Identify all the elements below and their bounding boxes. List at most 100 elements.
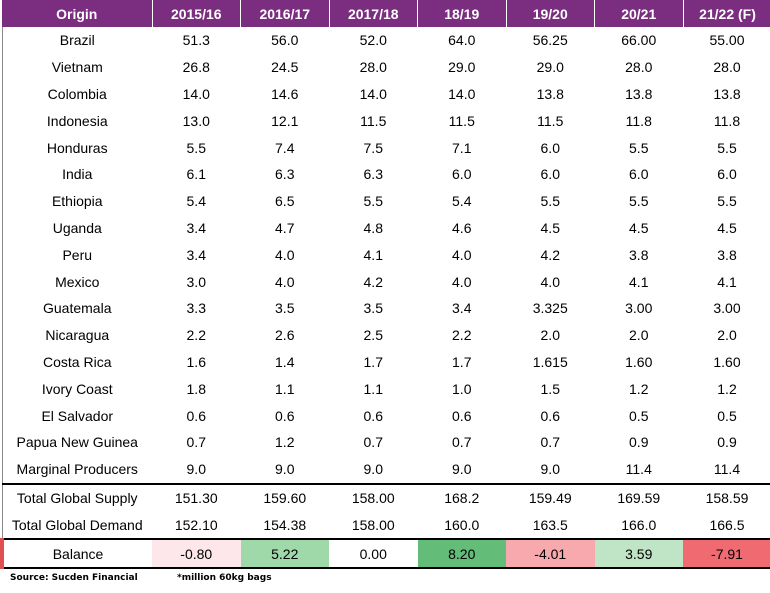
table-row: Uganda 3.4 4.7 4.8 4.6 4.5 4.5 4.5 [1,214,770,242]
production-value: 7.5 [363,139,383,156]
production-value: 5.5 [629,193,649,210]
production-value: 55.00 [683,27,770,54]
origin-name: Uganda [1,214,152,242]
table-row: India 6.1 6.3 6.3 6.0 6.0 6.0 6.0 [1,160,770,188]
production-value: 14.0 [359,85,387,102]
production-value: 1.7 [363,353,383,370]
total-value: 158.59 [683,482,770,512]
table-row: Brazil 51.3 56.0 52.0 64.0 56.25 66.00 55.00 [1,27,770,54]
production-value: 1.6 [186,353,206,370]
production-value: 52.0 [359,32,387,49]
production-value: 3.00 [683,294,770,322]
table-row: El Salvador 0.6 0.6 0.6 0.6 0.6 0.5 0.5 [1,402,770,429]
balance-value: 8.20 [417,538,506,570]
production-value: 11.8 [683,107,770,135]
total-value: 151.30 [152,482,241,512]
production-value: 56.25 [532,32,568,49]
production-value: 1.2 [629,380,649,397]
origin-name: Honduras [1,134,152,161]
production-value: 3.3 [186,300,206,317]
balance-value: 5.22 [240,538,329,570]
source-note: Source: Sucden Financial [10,573,138,583]
origin-name: Colombia [1,80,152,108]
production-value: 2.5 [363,327,383,344]
origin-name: Marginal Producers [1,455,152,484]
production-value: 1.5 [540,380,560,397]
balance-value: -0.80 [152,538,241,570]
balance-value: 3.59 [594,538,683,570]
production-value: 0.6 [452,407,472,424]
production-value: 2.0 [540,327,560,344]
production-value: 66.00 [621,32,657,49]
coffee-production-table: Origin 2015/16 2016/17 2017/18 18/19 19/20 20/… [0,0,770,570]
production-value: 1.1 [275,380,295,397]
table-header: Origin 2015/16 2016/17 2017/18 18/19 19/20 20/… [2,0,770,27]
column-header-year: 2015/16 [152,0,241,27]
production-value: 7.1 [452,139,472,156]
production-value: 5.5 [683,134,770,161]
production-value: 6.0 [629,166,649,183]
production-value: 4.0 [452,273,472,290]
production-value: 2.0 [629,327,649,344]
production-value: 0.6 [186,407,206,424]
production-value: 5.5 [540,193,560,210]
production-value: 4.0 [452,246,472,263]
production-value: 1.0 [452,380,472,397]
origin-name: Guatemala [1,294,152,322]
production-value: 28.0 [683,53,770,81]
production-value: 0.7 [540,434,560,451]
total-value: 152.10 [174,516,218,533]
production-value: 0.6 [540,407,560,424]
production-value: 1.60 [683,348,770,376]
balance-label: Balance [0,538,152,570]
production-value: 6.0 [540,139,560,156]
production-value: 4.0 [275,273,295,290]
total-row: Total Global Supply 151.30 159.60 158.00 168… [1,482,770,512]
production-value: 28.0 [625,59,653,76]
production-value: 4.5 [629,219,649,236]
production-value: 0.5 [629,407,649,424]
total-value: 163.5 [532,516,568,533]
total-row: Total Global Demand 152.10 154.38 158.00 160… [1,511,770,540]
origin-name: India [1,160,152,188]
production-value: 9.0 [452,461,472,478]
total-label: Total Global Demand [1,511,152,540]
origin-name: Peru [1,241,152,269]
production-value: 13.8 [625,85,653,102]
production-value: 11.5 [448,112,475,129]
balance-value: 0.00 [329,538,418,570]
production-value: 3.8 [683,241,770,269]
column-header-year: 21/22 (F) [683,0,770,27]
column-header-year: 2016/17 [240,0,330,27]
total-value: 159.49 [506,482,595,512]
table-row: Costa Rica 1.6 1.4 1.7 1.7 1.615 1.60 1.60 [1,348,770,376]
production-value: 5.5 [629,139,649,156]
production-value: 9.0 [363,461,383,478]
production-value: 0.6 [363,407,383,424]
production-value: 6.3 [275,166,295,183]
table-row: Nicaragua 2.2 2.6 2.5 2.2 2.0 2.0 2.0 [1,321,770,349]
production-value: 1.8 [186,380,206,397]
origin-name: Mexico [1,268,152,295]
total-value: 154.38 [263,516,307,533]
origin-name: Brazil [1,27,152,54]
production-value: 3.325 [532,300,568,317]
production-value: 26.8 [182,59,210,76]
production-value: 11.5 [537,112,564,129]
production-value: 14.0 [182,85,210,102]
production-value: 5.5 [363,193,383,210]
table-row: Peru 3.4 4.0 4.1 4.0 4.2 3.8 3.8 [1,241,770,269]
production-value: 4.0 [540,273,560,290]
production-value: 9.0 [275,461,295,478]
production-value: 64.0 [448,32,476,49]
total-value: 159.60 [240,482,329,512]
table-row: Colombia 14.0 14.6 14.0 14.0 13.8 13.8 13.8 [1,80,770,108]
production-value: 6.0 [540,166,560,183]
balance-value: -4.01 [506,538,595,570]
total-value: 169.59 [594,482,683,512]
production-value: 2.6 [275,327,295,344]
production-value: 5.5 [186,139,206,156]
production-value: 3.5 [363,300,383,317]
production-value: 2.2 [452,327,472,344]
origin-name: Vietnam [1,53,152,81]
